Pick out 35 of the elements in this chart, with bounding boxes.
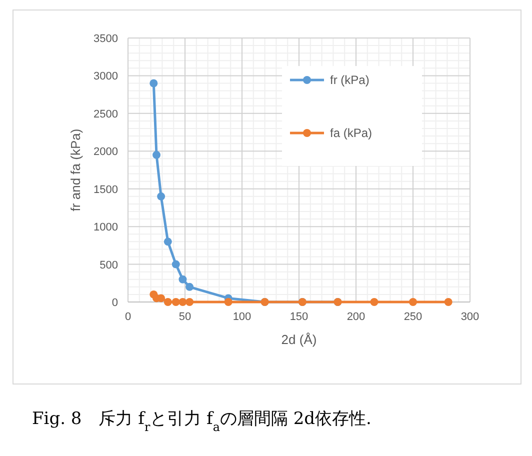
point — [164, 298, 172, 306]
point — [370, 298, 378, 306]
caption: Fig. 8 斥力 f$_{r}$と引力 f$_{a}$の層間隔 2d依存性. — [32, 409, 372, 434]
x-tick-label: 250 — [404, 311, 422, 323]
point — [409, 298, 417, 306]
x-tick-label: 300 — [460, 311, 480, 323]
point — [178, 298, 187, 306]
x-tick-label: 150 — [290, 311, 308, 323]
y-tick-label: 1000 — [94, 222, 118, 234]
x-tick-label: 50 — [178, 311, 192, 323]
y-tick-label: 2000 — [94, 146, 118, 158]
x-tick-label: 200 — [346, 311, 366, 323]
point — [157, 192, 166, 200]
x-axis-title: 2d (Å) — [281, 332, 317, 347]
point — [150, 79, 158, 88]
point — [172, 260, 180, 268]
x-tick-label: 0 — [124, 311, 132, 323]
point — [224, 298, 232, 306]
y-tick-label: 2500 — [94, 108, 118, 120]
y-tick-label: 1500 — [94, 184, 118, 196]
y-tick-label: 3500 — [94, 33, 118, 45]
point — [178, 275, 187, 284]
point — [172, 298, 180, 306]
legend-label: fr (kPa) — [330, 73, 370, 87]
point — [186, 298, 194, 306]
y-tick-label: 500 — [100, 259, 118, 272]
y-tick-label: 3000 — [94, 70, 118, 83]
point — [186, 282, 194, 291]
y-tick-label: 0 — [112, 297, 118, 309]
x-tick-label: 100 — [232, 311, 252, 323]
y-axis-title: fr and fa (kPa) — [68, 128, 83, 212]
point — [164, 238, 172, 246]
point — [152, 150, 160, 159]
point — [444, 298, 452, 306]
legend-label: fa (kPa) — [330, 126, 372, 140]
